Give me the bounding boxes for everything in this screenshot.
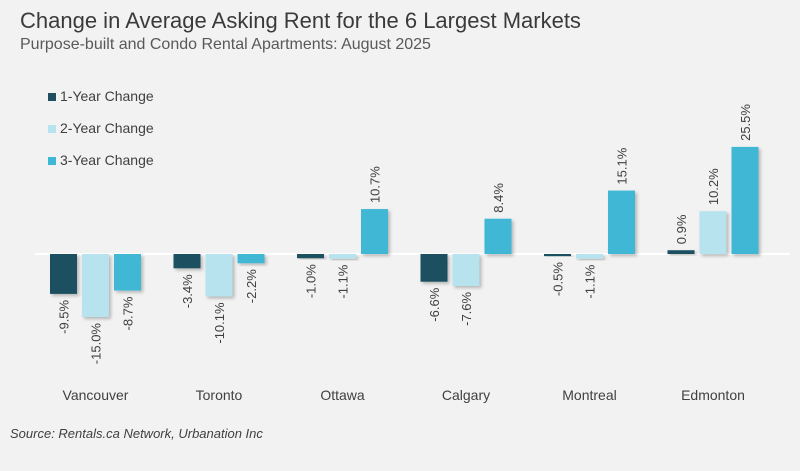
- bar-montreal-series-2: [576, 254, 603, 259]
- category-label: Ottawa: [320, 387, 365, 403]
- bar-edmonton-series-1: [667, 250, 695, 254]
- data-label: -3.4%: [180, 274, 195, 308]
- chart-subtitle: Purpose-built and Condo Rental Apartment…: [20, 36, 431, 53]
- bar-ottawa-series-3: [361, 209, 388, 254]
- data-label: 25.5%: [738, 104, 753, 141]
- bar-vancouver-series-3: [114, 254, 141, 291]
- chart-title: Change in Average Asking Rent for the 6 …: [20, 8, 581, 33]
- bar-calgary-series-1: [420, 254, 448, 282]
- source-note: Source: Rentals.ca Network, Urbanation I…: [10, 426, 263, 441]
- bar-vancouver-series-1: [50, 254, 77, 294]
- legend-swatch: [48, 125, 56, 133]
- data-label: -10.1%: [212, 302, 227, 344]
- category-label: Montreal: [562, 387, 616, 403]
- legend-label: 3-Year Change: [60, 152, 154, 168]
- bar-montreal-series-1: [544, 254, 571, 257]
- data-label: -6.6%: [427, 287, 442, 321]
- bar-toronto-series-2: [205, 254, 233, 297]
- category-label: Toronto: [196, 387, 243, 403]
- bar-calgary-series-2: [452, 254, 480, 286]
- data-label: -0.5%: [551, 262, 566, 296]
- data-label: -7.6%: [459, 291, 474, 325]
- bar-ottawa-series-1: [297, 254, 324, 259]
- data-label: -8.7%: [121, 296, 136, 330]
- data-label: -1.0%: [304, 264, 319, 298]
- legend-label: 2-Year Change: [60, 120, 154, 136]
- bar-montreal-series-3: [608, 190, 635, 254]
- data-label: 8.4%: [491, 183, 506, 213]
- legend-label: 1-Year Change: [60, 88, 154, 104]
- category-label: Vancouver: [63, 387, 129, 403]
- data-label: -15.0%: [89, 323, 104, 365]
- category-label: Calgary: [442, 387, 490, 403]
- data-label: -2.2%: [244, 269, 259, 303]
- data-label: -1.1%: [336, 264, 351, 298]
- bar-calgary-series-3: [484, 218, 512, 254]
- bar-vancouver-series-2: [82, 254, 109, 317]
- bar-edmonton-series-2: [699, 211, 727, 254]
- legend-swatch: [48, 157, 56, 165]
- bar-toronto-series-1: [173, 254, 201, 269]
- data-label: 0.9%: [674, 214, 689, 244]
- bar-ottawa-series-2: [329, 254, 356, 259]
- bar-edmonton-series-3: [731, 146, 759, 254]
- data-label: 10.7%: [368, 166, 383, 203]
- category-label: Edmonton: [681, 387, 745, 403]
- bar-toronto-series-3: [237, 254, 265, 264]
- data-label: -9.5%: [57, 299, 72, 333]
- data-label: 10.2%: [706, 168, 721, 205]
- data-label: -1.1%: [583, 264, 598, 298]
- legend-swatch: [48, 93, 56, 101]
- data-label: 15.1%: [615, 147, 630, 184]
